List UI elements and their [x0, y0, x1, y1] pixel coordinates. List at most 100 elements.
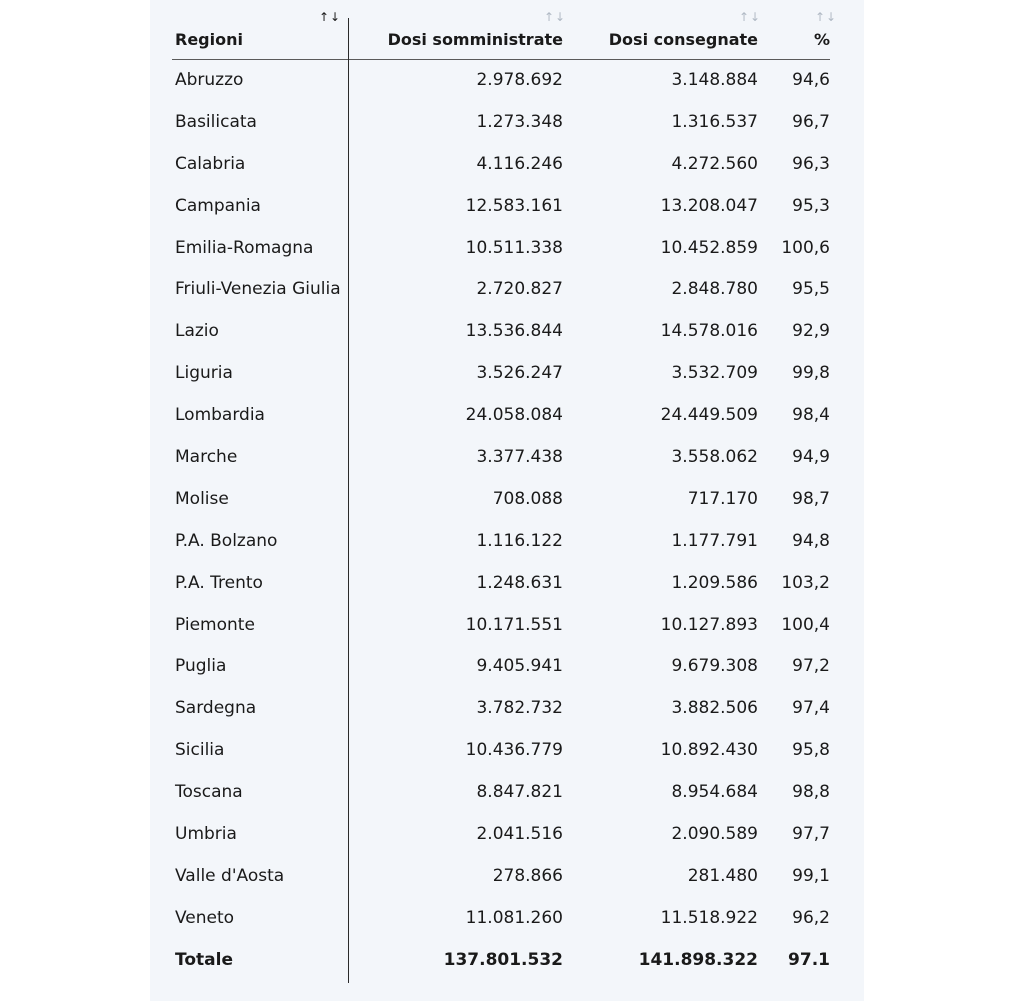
percent-cell: 98,4 [792, 405, 830, 426]
percent-cell: 96,3 [792, 153, 830, 174]
region-cell: Lombardia [175, 405, 265, 426]
delivered-cell: 2.848.780 [671, 279, 758, 300]
table-row: Lazio 13.536.844 14.578.016 92,9 [172, 311, 830, 353]
administered-cell: 10.511.338 [465, 237, 563, 258]
table-row: Friuli-Venezia Giulia 2.720.827 2.848.780 9… [172, 269, 830, 311]
delivered-cell: 3.148.884 [671, 70, 758, 90]
table-row: Molise 708.088 717.170 98,7 [172, 479, 830, 521]
administered-cell: 2.720.827 [476, 279, 563, 300]
delivered-cell: 9.679.308 [671, 656, 758, 677]
delivered-cell: 717.170 [687, 488, 758, 509]
region-cell: Veneto [175, 907, 235, 928]
table-row: Campania 12.583.161 13.208.047 95,3 [172, 186, 830, 228]
total-delivered: 141.898.322 [638, 949, 758, 970]
administered-cell: 10.436.779 [465, 740, 563, 761]
table-row: Sicilia 10.436.779 10.892.430 95,8 [172, 730, 830, 772]
sort-arrows-icon[interactable]: ↑↓ [319, 10, 342, 24]
delivered-cell: 13.208.047 [660, 195, 758, 216]
administered-cell: 3.377.438 [476, 447, 563, 468]
region-cell: P.A. Bolzano [175, 530, 278, 551]
table-row: Abruzzo 2.978.692 3.148.884 94,6 [172, 60, 830, 102]
region-cell: Friuli-Venezia Giulia [175, 279, 341, 300]
percent-cell: 99,8 [792, 363, 830, 384]
administered-cell: 2.041.516 [476, 824, 563, 845]
percent-cell: 99,1 [792, 865, 830, 886]
region-cell: Puglia [175, 656, 227, 677]
delivered-cell: 3.558.062 [671, 447, 758, 468]
percent-cell: 97,7 [792, 824, 830, 845]
administered-cell: 4.116.246 [476, 153, 563, 174]
administered-cell: 12.583.161 [465, 195, 563, 216]
delivered-cell: 1.177.791 [671, 530, 758, 551]
percent-cell: 103,2 [781, 572, 830, 593]
sort-arrows-icon[interactable]: ↑↓ [544, 10, 567, 24]
percent-cell: 100,4 [781, 614, 830, 635]
administered-cell: 1.273.348 [476, 111, 563, 132]
percent-cell: 96,2 [792, 907, 830, 928]
table-panel: ↑↓ Regioni ↑↓ Dosi somministrate ↑↓ Dosi… [150, 0, 864, 1001]
region-cell: Piemonte [175, 614, 255, 635]
column-header-administered[interactable]: Dosi somministrate [387, 30, 563, 49]
administered-cell: 1.116.122 [476, 530, 563, 551]
table-row-total: Totale 137.801.532 141.898.322 97.1 [172, 940, 830, 982]
sort-arrows-icon[interactable]: ↑↓ [815, 10, 838, 24]
percent-cell: 94,6 [792, 70, 830, 90]
delivered-cell: 24.449.509 [660, 405, 758, 426]
table-row: P.A. Bolzano 1.116.122 1.177.791 94,8 [172, 521, 830, 563]
administered-cell: 278.866 [492, 865, 563, 886]
delivered-cell: 281.480 [687, 865, 758, 886]
percent-cell: 95,3 [792, 195, 830, 216]
percent-cell: 94,9 [792, 447, 830, 468]
delivered-cell: 3.532.709 [671, 363, 758, 384]
administered-cell: 2.978.692 [476, 70, 563, 90]
total-administered: 137.801.532 [443, 949, 563, 970]
percent-cell: 94,8 [792, 530, 830, 551]
region-cell: Abruzzo [175, 70, 244, 90]
percent-cell: 100,6 [781, 237, 830, 258]
table-row: Valle d'Aosta 278.866 281.480 99,1 [172, 856, 830, 898]
percent-cell: 96,7 [792, 111, 830, 132]
delivered-cell: 2.090.589 [671, 824, 758, 845]
table-row: Liguria 3.526.247 3.532.709 99,8 [172, 353, 830, 395]
table-row: Emilia-Romagna 10.511.338 10.452.859 100,6 [172, 228, 830, 270]
column-header-percent[interactable]: % [813, 30, 830, 49]
percent-cell: 92,9 [792, 321, 830, 342]
total-percent: 97.1 [788, 949, 830, 970]
administered-cell: 9.405.941 [476, 656, 563, 677]
percent-cell: 97,4 [792, 698, 830, 719]
administered-cell: 3.782.732 [476, 698, 563, 719]
region-cell: Calabria [175, 153, 246, 174]
region-cell: Basilicata [175, 111, 257, 132]
table-row: Toscana 8.847.821 8.954.684 98,8 [172, 772, 830, 814]
table-header: ↑↓ Regioni ↑↓ Dosi somministrate ↑↓ Dosi… [172, 0, 836, 60]
region-cell: Sardegna [175, 698, 257, 719]
region-cell: Emilia-Romagna [175, 237, 314, 258]
delivered-cell: 4.272.560 [671, 153, 758, 174]
administered-cell: 10.171.551 [465, 614, 563, 635]
total-label: Totale [175, 949, 233, 970]
region-cell: Umbria [175, 824, 237, 845]
administered-cell: 11.081.260 [465, 907, 563, 928]
column-header-region[interactable]: Regioni [175, 30, 243, 49]
table-row: Umbria 2.041.516 2.090.589 97,7 [172, 814, 830, 856]
table-row: Veneto 11.081.260 11.518.922 96,2 [172, 898, 830, 940]
region-cell: Lazio [175, 321, 219, 342]
administered-cell: 13.536.844 [465, 321, 563, 342]
delivered-cell: 1.316.537 [671, 111, 758, 132]
table-row: P.A. Trento 1.248.631 1.209.586 103,2 [172, 563, 830, 605]
sort-arrows-icon[interactable]: ↑↓ [739, 10, 762, 24]
delivered-cell: 10.452.859 [660, 237, 758, 258]
table-row: Puglia 9.405.941 9.679.308 97,2 [172, 646, 830, 688]
delivered-cell: 8.954.684 [671, 782, 758, 803]
percent-cell: 98,8 [792, 782, 830, 803]
delivered-cell: 10.892.430 [660, 740, 758, 761]
column-header-delivered[interactable]: Dosi consegnate [608, 30, 758, 49]
delivered-cell: 1.209.586 [671, 572, 758, 593]
delivered-cell: 10.127.893 [660, 614, 758, 635]
region-cell: Valle d'Aosta [175, 865, 285, 886]
region-cell: P.A. Trento [175, 572, 263, 593]
table-row: Lombardia 24.058.084 24.449.509 98,4 [172, 395, 830, 437]
administered-cell: 8.847.821 [476, 782, 563, 803]
administered-cell: 24.058.084 [465, 405, 563, 426]
percent-cell: 97,2 [792, 656, 830, 677]
